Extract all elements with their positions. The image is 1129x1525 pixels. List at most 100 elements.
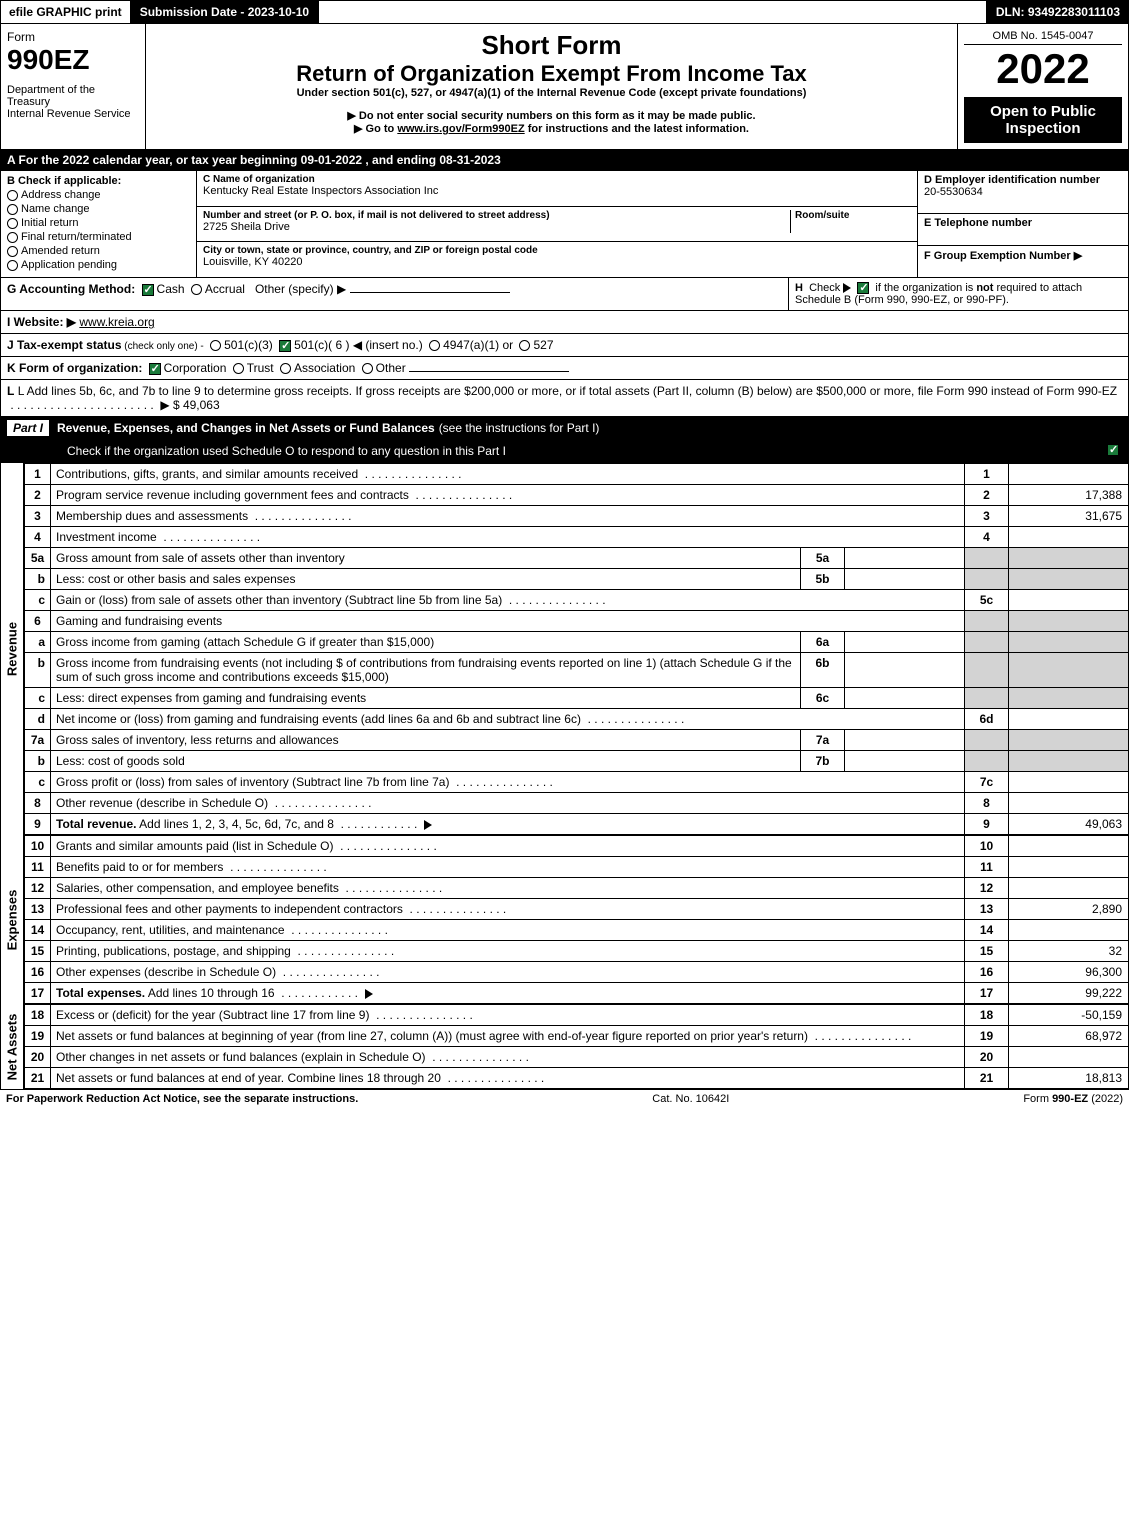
address-value: 2725 Sheila Drive: [203, 221, 786, 233]
line-number: 18: [25, 1005, 51, 1026]
form-title-col: Short Form Return of Organization Exempt…: [146, 24, 958, 149]
box-number-gray: [965, 632, 1009, 653]
revenue-side-label: Revenue: [0, 463, 24, 835]
part-1-check-row: Check if the organization used Schedule …: [0, 440, 1129, 463]
table-row: bGross income from fundraising events (n…: [25, 653, 1129, 688]
box-number: 14: [965, 920, 1009, 941]
line-desc: Salaries, other compensation, and employ…: [51, 878, 965, 899]
efile-label[interactable]: efile GRAPHIC print: [1, 1, 132, 23]
amount-gray: [1009, 751, 1129, 772]
inner-amount: [845, 632, 965, 653]
net-assets-section: Net Assets 18Excess or (deficit) for the…: [0, 1004, 1129, 1089]
col-b-checks: B Check if applicable: Address change Na…: [1, 171, 197, 277]
amount-gray: [1009, 569, 1129, 590]
g-other-blank[interactable]: [350, 292, 510, 293]
net-assets-side-label: Net Assets: [0, 1004, 24, 1089]
page-footer: For Paperwork Reduction Act Notice, see …: [0, 1089, 1129, 1108]
line-desc: Total expenses. Add lines 10 through 16 …: [51, 983, 965, 1004]
checkbox-icon: [7, 204, 18, 215]
checkbox-checked-icon: [857, 282, 869, 294]
checkbox-icon: [191, 284, 202, 295]
checkbox-icon: [362, 363, 373, 374]
form-right-col: OMB No. 1545-0047 2022 Open to Public In…: [958, 24, 1128, 149]
box-number-gray: [965, 730, 1009, 751]
row-i-website: I Website: ▶ www.kreia.org: [0, 311, 1129, 334]
box-number: 17: [965, 983, 1009, 1004]
line-desc: Gaming and fundraising events: [51, 611, 965, 632]
line-desc: Less: cost or other basis and sales expe…: [51, 569, 801, 590]
room-label: Room/suite: [795, 210, 911, 221]
org-name-value: Kentucky Real Estate Inspectors Associat…: [203, 185, 911, 197]
line-number: 21: [25, 1068, 51, 1089]
table-row: 8Other revenue (describe in Schedule O) …: [25, 793, 1129, 814]
k-label: K Form of organization:: [7, 361, 142, 375]
checkbox-icon: [519, 340, 530, 351]
line-desc: Net assets or fund balances at end of ye…: [51, 1068, 965, 1089]
inner-box-number: 6b: [801, 653, 845, 688]
line-number: c: [25, 590, 51, 611]
check-final-return[interactable]: Final return/terminated: [7, 231, 190, 243]
check-initial-return[interactable]: Initial return: [7, 217, 190, 229]
k-trust: Trust: [247, 361, 274, 375]
line-number: 3: [25, 506, 51, 527]
checkbox-icon: [7, 246, 18, 257]
line-desc: Total revenue. Add lines 1, 2, 3, 4, 5c,…: [51, 814, 965, 835]
subtitle-ssn: ▶ Do not enter social security numbers o…: [152, 109, 951, 122]
row-j-tax-exempt: J Tax-exempt status (check only one) - 5…: [0, 334, 1129, 357]
check-amended-return[interactable]: Amended return: [7, 245, 190, 257]
box-number: 15: [965, 941, 1009, 962]
line-desc: Less: cost of goods sold: [51, 751, 801, 772]
line-desc: Professional fees and other payments to …: [51, 899, 965, 920]
line-amount: 32: [1009, 941, 1129, 962]
box-number: 9: [965, 814, 1009, 835]
org-name-cell: C Name of organization Kentucky Real Est…: [197, 171, 917, 207]
line-amount: 68,972: [1009, 1026, 1129, 1047]
line-desc: Less: direct expenses from gaming and fu…: [51, 688, 801, 709]
footer-form-ref: Form 990-EZ (2022): [1023, 1093, 1123, 1105]
line-desc: Gross amount from sale of assets other t…: [51, 548, 801, 569]
l-text: L Add lines 5b, 6c, and 7b to line 9 to …: [18, 384, 1117, 398]
line-number: 17: [25, 983, 51, 1004]
amount-gray: [1009, 548, 1129, 569]
line-desc: Net assets or fund balances at beginning…: [51, 1026, 965, 1047]
amount-gray: [1009, 688, 1129, 709]
line-desc: Membership dues and assessments . . . . …: [51, 506, 965, 527]
line-amount: [1009, 920, 1129, 941]
ein-label: D Employer identification number: [924, 174, 1122, 186]
check-name-change[interactable]: Name change: [7, 203, 190, 215]
title-return: Return of Organization Exempt From Incom…: [152, 61, 951, 87]
table-row: aGross income from gaming (attach Schedu…: [25, 632, 1129, 653]
row-l-gross-receipts: L L Add lines 5b, 6c, and 7b to line 9 t…: [0, 380, 1129, 417]
checkbox-icon: [233, 363, 244, 374]
irs-link[interactable]: www.irs.gov/Form990EZ: [397, 123, 524, 135]
line-desc: Program service revenue including govern…: [51, 485, 965, 506]
k-corp: Corporation: [164, 361, 227, 375]
part-1-check-text: Check if the organization used Schedule …: [67, 444, 506, 458]
check-application-pending[interactable]: Application pending: [7, 259, 190, 271]
box-number: 2: [965, 485, 1009, 506]
check-address-change[interactable]: Address change: [7, 189, 190, 201]
box-number: 13: [965, 899, 1009, 920]
k-assoc: Association: [294, 361, 355, 375]
part-subtitle: (see the instructions for Part I): [439, 421, 600, 435]
dept-treasury: Department of the Treasury: [7, 84, 139, 108]
box-number-gray: [965, 688, 1009, 709]
table-row: 17Total expenses. Add lines 10 through 1…: [25, 983, 1129, 1004]
ein-value: 20-5530634: [924, 186, 1122, 198]
website-link[interactable]: www.kreia.org: [79, 315, 154, 329]
omb-number: OMB No. 1545-0047: [964, 30, 1122, 45]
row-g-h: G Accounting Method: Cash Accrual Other …: [0, 278, 1129, 311]
dln-label: DLN: 93492283011103: [986, 1, 1128, 23]
checkbox-icon: [7, 190, 18, 201]
box-number: 20: [965, 1047, 1009, 1068]
checkbox-checked-icon: [142, 284, 154, 296]
goto-post: for instructions and the latest informat…: [525, 123, 749, 135]
line-desc: Excess or (deficit) for the year (Subtra…: [51, 1005, 965, 1026]
ein-cell: D Employer identification number 20-5530…: [918, 171, 1128, 214]
line-number: 8: [25, 793, 51, 814]
phone-label: E Telephone number: [924, 217, 1122, 229]
line-desc: Other changes in net assets or fund bala…: [51, 1047, 965, 1068]
inner-amount: [845, 569, 965, 590]
line-amount: 18,813: [1009, 1068, 1129, 1089]
k-other-blank[interactable]: [409, 371, 569, 372]
